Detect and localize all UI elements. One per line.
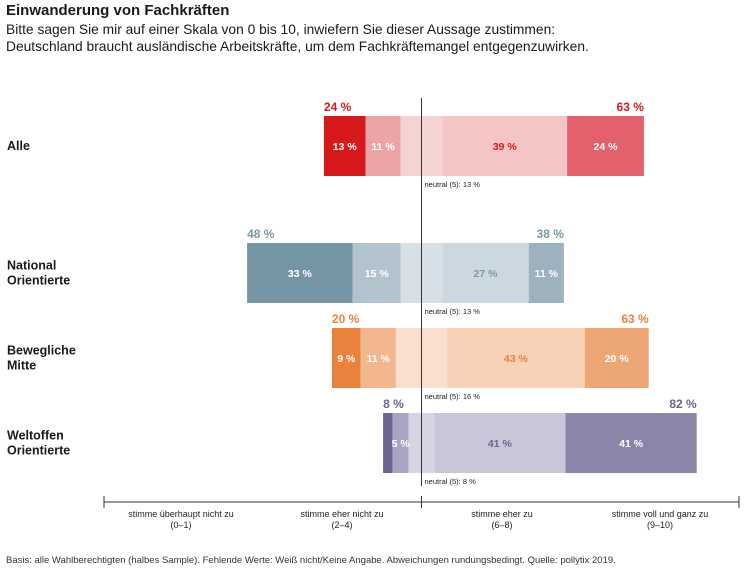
data-label: 11 % xyxy=(367,353,391,365)
data-label: 33 % xyxy=(288,268,313,280)
bar-segment-strongly-agree xyxy=(528,243,564,303)
group-label: Alle xyxy=(7,139,30,153)
bar-segment-agree xyxy=(434,413,566,473)
agree-total: 38 % xyxy=(537,227,565,241)
data-label: 11 % xyxy=(535,268,559,280)
disagree-total: 48 % xyxy=(247,227,275,241)
disagree-total: 8 % xyxy=(383,397,404,411)
axis-category-label: stimme voll und ganz zu xyxy=(612,509,709,519)
disagree-total: 20 % xyxy=(332,312,360,326)
bar-segment-strongly-disagree xyxy=(323,116,366,176)
agree-total: 82 % xyxy=(669,397,697,411)
axis-category-label: (0–1) xyxy=(170,520,191,530)
neutral-label: neutral (5): 8 % xyxy=(425,477,477,486)
bar-segment-strongly-disagree xyxy=(247,243,353,303)
data-label: 41 % xyxy=(619,438,644,450)
data-label: 5 % xyxy=(392,438,411,450)
group-label: National xyxy=(7,259,56,273)
data-label: 41 % xyxy=(488,438,513,450)
bar-segment-disagree xyxy=(392,413,409,473)
bar-segment-disagree xyxy=(360,328,396,388)
footnote: Basis: alle Wahlberechtigten (halbes Sam… xyxy=(6,555,616,566)
axis-category-label: stimme überhaupt nicht zu xyxy=(128,509,234,519)
bar-segment-agree xyxy=(442,116,568,176)
agree-total: 63 % xyxy=(617,100,645,114)
axis-category-label: stimme eher zu xyxy=(471,509,533,519)
agree-total: 63 % xyxy=(621,312,649,326)
group-label: Mitte xyxy=(7,359,36,373)
bar-segment-agree xyxy=(442,243,529,303)
bar-segment-strongly-disagree xyxy=(331,328,361,388)
neutral-label: neutral (5): 13 % xyxy=(425,180,481,189)
axis-category-label: (6–8) xyxy=(491,520,512,530)
bar-segment-strongly-agree xyxy=(567,116,644,176)
data-label: 24 % xyxy=(594,141,619,153)
data-label: 9 % xyxy=(337,353,356,365)
bar-segment-strongly-agree xyxy=(584,328,649,388)
neutral-label: neutral (5): 16 % xyxy=(425,392,481,401)
chart-subtitle: Bitte sagen Sie mir auf einer Skala von … xyxy=(6,21,746,55)
data-label: 15 % xyxy=(365,268,390,280)
subtitle-line-1: Bitte sagen Sie mir auf einer Skala von … xyxy=(6,22,556,37)
data-label: 20 % xyxy=(605,353,630,365)
group-label: Weltoffen xyxy=(7,429,64,443)
data-label: 13 % xyxy=(333,141,358,153)
bar-segment-disagree xyxy=(365,116,401,176)
bar-segment-disagree xyxy=(352,243,401,303)
bar-segment-strongly-disagree xyxy=(383,413,393,473)
data-label: 27 % xyxy=(474,268,499,280)
group-label: Bewegliche xyxy=(7,344,76,358)
axis-category-label: (9–10) xyxy=(647,520,673,530)
data-label: 11 % xyxy=(371,141,395,153)
bar-segment-strongly-agree xyxy=(565,413,697,473)
group-label: Orientierte xyxy=(7,444,70,458)
data-label: 43 % xyxy=(504,353,529,365)
bar-segment-agree xyxy=(447,328,585,388)
disagree-total: 24 % xyxy=(324,100,352,114)
neutral-label: neutral (5): 13 % xyxy=(425,307,481,316)
chart-title: Einwanderung von Fachkräften xyxy=(6,2,230,19)
data-label: 39 % xyxy=(493,141,518,153)
group-label: Orientierte xyxy=(7,274,70,288)
axis-category-label: (2–4) xyxy=(331,520,352,530)
subtitle-line-2: Deutschland braucht ausländische Arbeits… xyxy=(6,39,589,54)
axis-category-label: stimme eher nicht zu xyxy=(300,509,383,519)
